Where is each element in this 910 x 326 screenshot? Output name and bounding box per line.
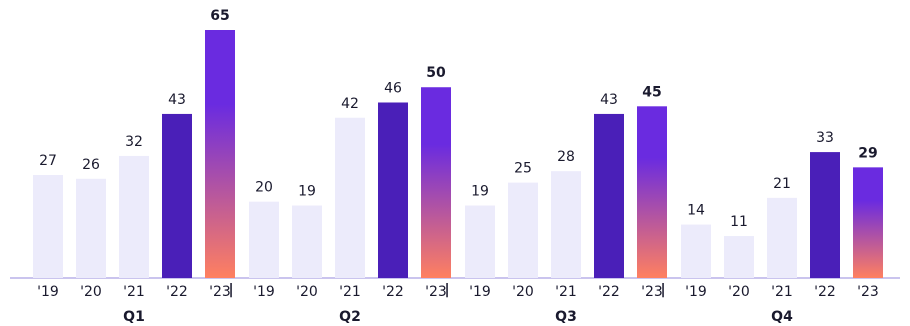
x-tick-label: '23 [425, 284, 447, 300]
value-label: 28 [557, 149, 575, 165]
value-label: 43 [168, 92, 186, 108]
x-tick-label: '22 [382, 284, 404, 300]
x-tick-label: '21 [339, 284, 361, 300]
bar [421, 87, 451, 278]
value-label: 45 [642, 84, 661, 100]
value-label: 46 [384, 80, 402, 96]
category-label: Q2 [339, 309, 361, 325]
category-label: Q4 [771, 309, 793, 325]
bar [465, 205, 495, 278]
x-tick-label: '23 [209, 284, 231, 300]
x-tick-label: '23 [857, 284, 879, 300]
bar [76, 178, 106, 278]
x-tick-label: '20 [296, 284, 318, 300]
value-label: 14 [687, 203, 705, 219]
x-tick-label: '22 [166, 284, 188, 300]
bar [249, 201, 279, 278]
x-tick-label: '19 [37, 284, 59, 300]
x-tick-label: '19 [253, 284, 275, 300]
bar [292, 205, 322, 278]
bar [724, 236, 754, 278]
value-label: 21 [773, 176, 791, 192]
x-tick-label: '20 [728, 284, 750, 300]
x-tick-label: '22 [598, 284, 620, 300]
value-label: 42 [341, 96, 359, 112]
bar [162, 113, 192, 278]
bar [637, 106, 667, 278]
separator: | [228, 282, 233, 298]
bar [33, 174, 63, 278]
x-tick-label: '21 [771, 284, 793, 300]
bar [853, 167, 883, 278]
category-label: Q3 [555, 309, 577, 325]
x-tick-label: '21 [555, 284, 577, 300]
bar [378, 102, 408, 278]
value-label: 50 [426, 65, 446, 81]
x-tick-label: '20 [512, 284, 534, 300]
value-label: 19 [298, 184, 316, 200]
bar [551, 171, 581, 278]
category-label: Q1 [123, 309, 145, 325]
value-label: 20 [255, 180, 273, 196]
bar [335, 117, 365, 278]
bar [681, 224, 711, 278]
separator: | [660, 282, 665, 298]
value-label: 29 [858, 145, 877, 161]
value-label: 25 [514, 161, 532, 177]
value-label: 19 [471, 184, 489, 200]
value-label: 32 [125, 134, 143, 150]
x-tick-label: '20 [80, 284, 102, 300]
value-label: 43 [600, 92, 618, 108]
bar [767, 197, 797, 278]
x-tick-label: '19 [469, 284, 491, 300]
value-label: 27 [39, 153, 57, 169]
value-label: 26 [82, 157, 100, 173]
x-tick-label: '21 [123, 284, 145, 300]
bar [594, 113, 624, 278]
bar [205, 30, 235, 278]
bar [810, 152, 840, 278]
bar [508, 182, 538, 278]
x-tick-label: '23 [641, 284, 663, 300]
x-tick-label: '22 [814, 284, 836, 300]
bar [119, 155, 149, 278]
value-label: 33 [816, 130, 834, 146]
x-tick-label: '19 [685, 284, 707, 300]
separator: | [444, 282, 449, 298]
value-label: 11 [730, 214, 748, 230]
value-label: 65 [210, 8, 229, 24]
